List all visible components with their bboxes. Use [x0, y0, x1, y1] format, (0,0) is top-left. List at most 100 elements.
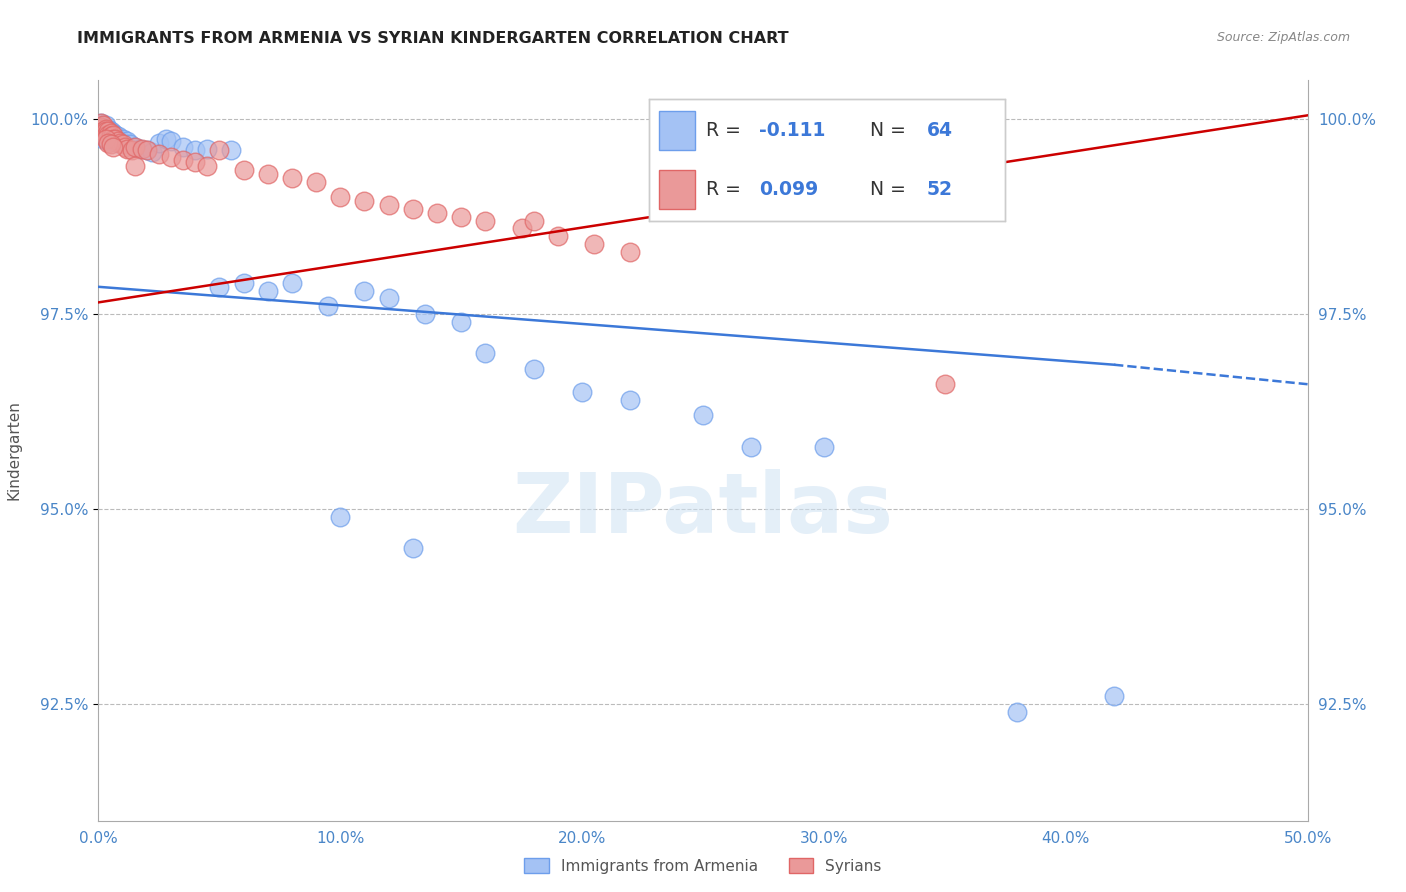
Point — [316, 299, 339, 313]
Point — [108, 134, 131, 148]
Point — [195, 142, 218, 156]
Point — [100, 124, 122, 138]
Point — [523, 361, 546, 376]
Point — [1007, 705, 1029, 719]
Point — [94, 119, 117, 133]
Point — [90, 120, 112, 134]
Point — [232, 162, 254, 177]
Point — [377, 292, 399, 306]
Point — [184, 144, 207, 158]
Point — [114, 139, 136, 153]
Text: IMMIGRANTS FROM ARMENIA VS SYRIAN KINDERGARTEN CORRELATION CHART: IMMIGRANTS FROM ARMENIA VS SYRIAN KINDER… — [77, 31, 789, 46]
Point — [101, 132, 124, 146]
Point — [426, 206, 449, 220]
Point — [90, 121, 112, 136]
Point — [353, 284, 375, 298]
Point — [547, 229, 569, 244]
Point — [90, 124, 112, 138]
Point — [104, 128, 127, 142]
Point — [413, 307, 436, 321]
Point — [160, 134, 183, 148]
Point — [256, 284, 278, 298]
Point — [100, 132, 122, 146]
Point — [97, 136, 120, 150]
Legend: Immigrants from Armenia, Syrians: Immigrants from Armenia, Syrians — [519, 852, 887, 880]
Point — [111, 132, 134, 146]
Point — [90, 116, 112, 130]
Point — [160, 150, 183, 164]
Point — [184, 155, 207, 169]
Point — [91, 120, 114, 134]
Point — [619, 392, 641, 407]
Point — [107, 132, 129, 146]
Point — [94, 124, 117, 138]
Point — [450, 210, 472, 224]
Point — [91, 132, 114, 146]
Point — [91, 124, 114, 138]
Point — [141, 145, 163, 159]
Point — [111, 136, 134, 150]
Point — [101, 129, 124, 144]
Point — [108, 136, 131, 150]
Point — [124, 139, 146, 153]
Point — [329, 509, 352, 524]
Point — [281, 170, 304, 185]
Point — [100, 126, 122, 140]
Point — [571, 384, 593, 399]
Point — [353, 194, 375, 208]
Point — [619, 244, 641, 259]
Point — [474, 213, 496, 227]
Point — [94, 132, 117, 146]
Point — [91, 119, 114, 133]
Point — [377, 198, 399, 212]
Point — [135, 144, 157, 158]
Point — [208, 280, 231, 294]
Point — [97, 129, 120, 144]
Point — [114, 137, 136, 152]
Point — [172, 139, 194, 153]
Point — [155, 132, 177, 146]
Point — [94, 121, 117, 136]
Point — [101, 139, 124, 153]
Point — [135, 144, 157, 158]
Text: Source: ZipAtlas.com: Source: ZipAtlas.com — [1216, 31, 1350, 45]
Point — [148, 147, 170, 161]
Point — [97, 134, 120, 148]
Point — [90, 116, 112, 130]
Point — [172, 153, 194, 167]
Point — [583, 236, 606, 251]
Point — [107, 136, 129, 150]
Point — [104, 132, 127, 146]
Point — [329, 190, 352, 204]
Point — [94, 124, 117, 138]
Point — [256, 167, 278, 181]
Point — [131, 142, 153, 156]
Point — [104, 132, 127, 146]
Point — [117, 134, 139, 148]
Point — [97, 126, 120, 140]
Point — [101, 128, 124, 142]
Text: ZIPatlas: ZIPatlas — [513, 469, 893, 550]
Point — [1102, 689, 1125, 703]
Point — [232, 276, 254, 290]
Point — [305, 175, 328, 189]
Point — [402, 202, 425, 216]
Point — [100, 129, 122, 144]
Point — [118, 137, 141, 152]
Point — [90, 121, 112, 136]
Point — [101, 126, 124, 140]
Point — [91, 128, 114, 142]
Point — [94, 128, 117, 142]
Point — [97, 124, 120, 138]
Point — [692, 409, 714, 423]
Point — [97, 121, 120, 136]
Point — [94, 121, 117, 136]
Point — [111, 137, 134, 152]
Point — [97, 128, 120, 142]
Y-axis label: Kindergarten: Kindergarten — [7, 401, 21, 500]
Point — [100, 137, 122, 152]
Point — [523, 213, 546, 227]
Point — [148, 136, 170, 150]
Point — [128, 142, 150, 156]
Point — [402, 541, 425, 555]
